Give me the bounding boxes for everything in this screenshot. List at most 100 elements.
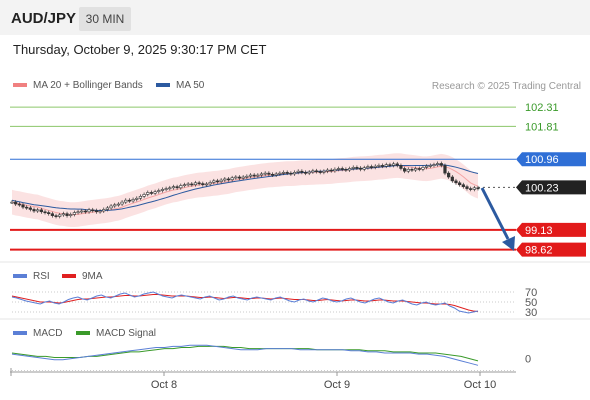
candle-body [329,169,333,172]
candle-body [32,209,36,212]
candle-body [333,168,337,172]
candle-body [366,166,370,169]
candle-body [436,163,440,165]
macd-signal-swatch [76,331,90,336]
rsi-swatch [13,274,27,279]
candle-body [138,196,143,199]
candle-body [36,209,40,212]
candle-body [465,186,469,189]
candle-body [252,174,256,177]
legend-ma20: MA 20 + Bollinger Bands [13,80,143,91]
candle-body [373,165,377,168]
candle-body [410,168,414,171]
candle-body [39,209,43,213]
x-tick-label: Oct 10 [464,379,496,391]
candle-body [388,164,392,166]
rsi-ma-label: 9MA [82,271,103,282]
candle-body [267,172,271,175]
level-label: 100.96 [525,154,559,166]
candle-body [289,172,293,175]
candle-body [270,173,275,176]
candle-body [248,174,253,177]
candle-body [142,194,146,197]
rsi-ma-line [11,294,479,312]
candle-body [65,213,69,216]
candle-body [179,185,183,189]
chart-header: AUD/JPY 30 MIN [0,0,590,35]
candle-body [223,178,227,181]
candle-body [43,211,47,214]
candle-body [168,187,172,190]
candle-body [314,170,319,173]
candle-body [94,210,98,213]
rsi-ma-swatch [62,274,76,279]
level-label: 101.81 [525,121,559,133]
candle-body [256,174,260,177]
candle-body [98,210,102,213]
macd-line [11,344,479,366]
candle-body [432,164,436,166]
candle-body [215,180,220,183]
candle-body [87,209,91,213]
candle-body [149,192,154,194]
credit-text: Research © 2025 Trading Central [431,81,581,92]
candle-body [325,169,330,172]
candle-body [285,172,289,174]
level-label: 98.62 [525,245,553,257]
rsi-level-label: 70 [525,287,537,299]
candle-body [91,209,95,212]
candle-body [476,187,480,190]
candle-body [212,180,216,183]
candle-body [113,204,117,207]
legend-ma50: MA 50 [156,80,204,91]
candle-body [403,168,407,172]
candle-body [344,168,348,171]
candle-body [369,166,374,168]
candle-body [120,201,124,205]
candle-body [300,170,304,173]
candle-body [50,213,54,216]
candle-body [311,170,315,173]
candle-body [197,182,201,185]
candle-body [336,168,341,170]
candle-body [193,182,198,186]
candle-body [10,201,14,204]
candle-body [458,182,462,186]
candle-body [124,199,128,203]
candle-body [21,204,25,208]
candle-body [414,168,418,171]
candle-body [28,207,32,210]
candle-body [307,171,311,174]
level-label: 100.23 [525,182,559,194]
candle-body [83,210,87,213]
candle-body [226,178,231,181]
level-tag [516,152,586,167]
candle-body [274,173,278,176]
timestamp: Thursday, October 9, 2025 9:30:17 PM CET [13,42,267,57]
candle-body [131,199,135,202]
candle-body [208,182,212,185]
candle-body [17,203,21,206]
candle-body [146,192,150,195]
macd-level-label: 0 [525,354,531,366]
timeframe-button[interactable]: 30 MIN [79,7,131,31]
candle-body [399,165,403,169]
candle-body [241,176,245,179]
candle-body [428,165,432,167]
candle-body [72,212,76,215]
candle-body [14,201,18,205]
candle-body [54,215,58,217]
candle-body [58,214,62,217]
level-tag [516,242,586,257]
candle-body [395,163,399,166]
candle-body [47,212,51,215]
candle-body [439,163,443,166]
candle-body [377,165,381,167]
candle-body [454,180,458,184]
forecast-arrow-head [502,236,515,251]
candle-body [461,184,465,187]
candle-body [347,168,352,171]
legend-rsi: RSI [13,271,50,282]
candle-body [263,172,267,175]
